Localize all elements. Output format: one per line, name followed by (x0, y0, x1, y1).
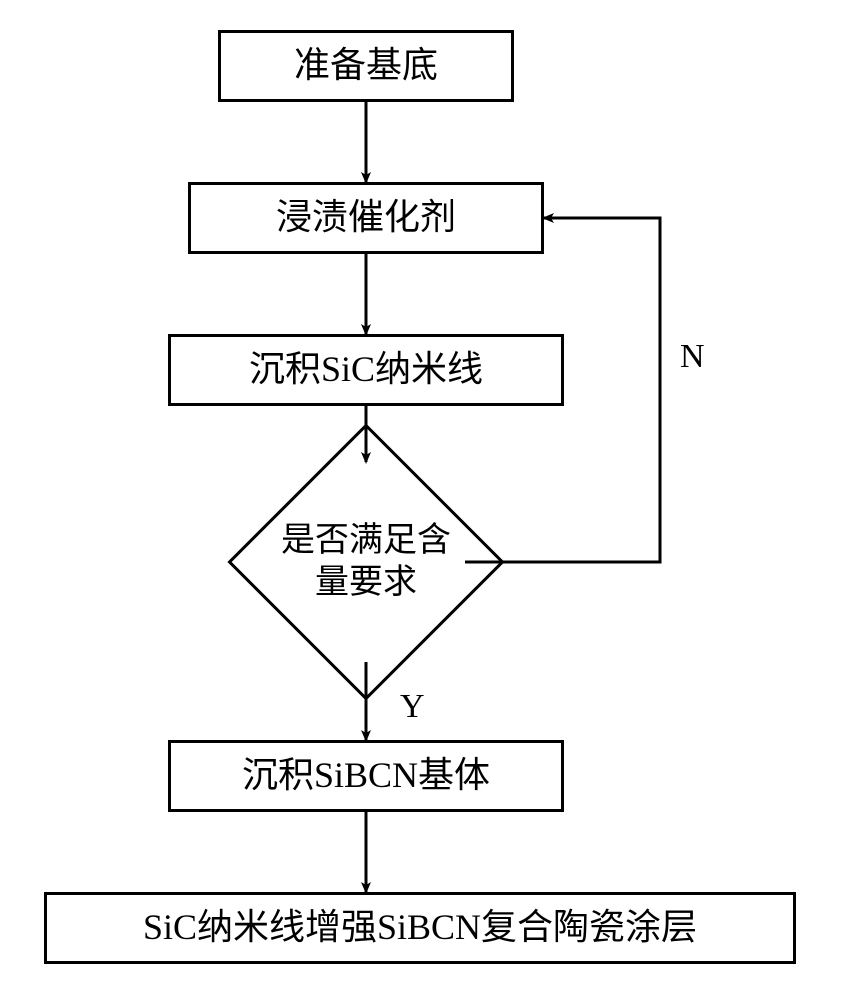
node-result-coating: SiC纳米线增强SiBCN复合陶瓷涂层 (44, 892, 796, 964)
label-yes: Y (400, 688, 425, 726)
node-text: SiC纳米线增强SiBCN复合陶瓷涂层 (143, 906, 697, 949)
node-text: 是否满足含 量要求 (268, 464, 464, 660)
node-deposit-sibcn-matrix: 沉积SiBCN基体 (168, 740, 564, 812)
node-text: 准备基底 (294, 44, 438, 87)
node-deposit-sic-nanowires: 沉积SiC纳米线 (168, 334, 564, 406)
node-text: 浸渍催化剂 (276, 196, 456, 239)
label-no: N (680, 338, 705, 376)
node-decision-content-requirement: 是否满足含 量要求 (268, 464, 464, 660)
node-text: 沉积SiC纳米线 (249, 348, 483, 391)
node-text: 沉积SiBCN基体 (242, 754, 490, 797)
node-impregnate-catalyst: 浸渍催化剂 (188, 182, 544, 254)
node-prepare-substrate: 准备基底 (218, 30, 514, 102)
flowchart-canvas: 准备基底 浸渍催化剂 沉积SiC纳米线 是否满足含 量要求 沉积SiBCN基体 … (0, 0, 845, 1000)
